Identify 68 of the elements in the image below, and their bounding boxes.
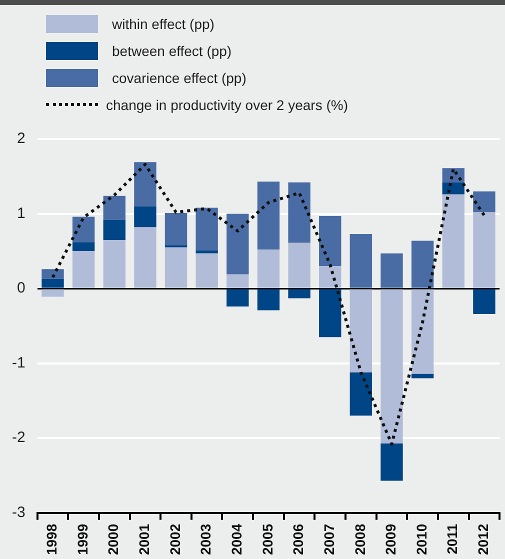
bar	[72, 251, 95, 288]
bar	[350, 234, 372, 288]
bar	[42, 278, 64, 288]
legend-label: between effect (pp)	[112, 42, 232, 58]
x-tick-label: 2000	[105, 524, 122, 556]
bar	[226, 289, 249, 306]
bar	[164, 247, 188, 288]
x-tick-label: 2009	[382, 524, 399, 556]
bar	[380, 443, 403, 481]
bar	[196, 250, 218, 254]
bar	[411, 240, 434, 288]
legend-label: covarience effect (pp)	[112, 70, 246, 86]
y-tick-label: 0	[16, 280, 26, 297]
x-tick-label: 2007	[320, 524, 337, 556]
x-tick-label: 2006	[290, 524, 306, 556]
y-tick-label: -1	[12, 354, 26, 372]
bar	[103, 240, 126, 288]
bar	[134, 206, 156, 228]
bar	[380, 289, 403, 444]
bar	[134, 227, 156, 288]
x-tick-label: 2012	[475, 524, 492, 556]
bar	[164, 213, 188, 246]
bar	[257, 182, 280, 250]
bar	[319, 216, 342, 266]
x-tick-label: 2005	[259, 524, 276, 556]
bar	[473, 191, 496, 212]
bar	[257, 250, 280, 288]
bar	[319, 266, 342, 288]
bar	[196, 253, 218, 288]
bar	[42, 289, 64, 297]
bar	[103, 220, 126, 240]
bar	[350, 289, 372, 372]
bar	[411, 289, 434, 374]
bar	[288, 182, 310, 243]
bar	[72, 216, 95, 242]
legend-label: within effect (pp)	[112, 16, 214, 32]
bar	[288, 289, 310, 298]
x-tick-label: 2008	[352, 524, 368, 556]
bar	[134, 162, 156, 206]
bar	[288, 242, 310, 288]
bar	[226, 274, 249, 288]
bar	[350, 372, 372, 416]
bar	[103, 196, 126, 220]
legend-label: change in productivity over 2 years (%)	[106, 96, 348, 112]
bar	[473, 212, 496, 288]
bar	[196, 208, 218, 250]
y-tick-label: 1	[16, 204, 26, 222]
x-tick-label: 2011	[444, 524, 460, 554]
y-tick-label: 2	[16, 130, 26, 148]
line-series	[51, 162, 486, 446]
bar	[319, 289, 342, 338]
y-tick-label: -3	[12, 504, 26, 521]
bar	[442, 194, 464, 288]
bar	[380, 253, 403, 288]
x-tick-label: 1998	[44, 524, 60, 556]
x-tick-label: 2010	[413, 524, 430, 556]
bar	[257, 289, 280, 310]
x-tick-label: 2003	[198, 524, 214, 556]
x-tick-label: 1999	[74, 524, 90, 556]
bar	[473, 289, 496, 314]
bar	[411, 374, 434, 378]
bar	[226, 214, 249, 274]
y-tick-label: -2	[12, 429, 26, 446]
x-tick-label: 2002	[166, 524, 183, 556]
x-tick-label: 2001	[136, 524, 152, 556]
x-tick-label: 2004	[228, 524, 245, 556]
bar	[72, 242, 95, 252]
bar	[42, 269, 64, 279]
